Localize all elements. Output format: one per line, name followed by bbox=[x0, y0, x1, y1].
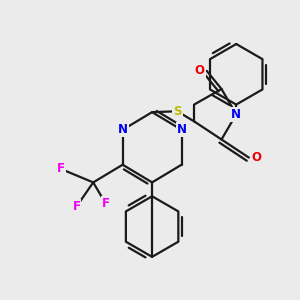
Text: N: N bbox=[118, 123, 128, 136]
Text: O: O bbox=[195, 64, 205, 77]
Text: N: N bbox=[176, 123, 187, 136]
Text: F: F bbox=[57, 162, 65, 176]
Text: F: F bbox=[72, 200, 80, 213]
Text: O: O bbox=[251, 151, 261, 164]
Text: S: S bbox=[173, 105, 182, 118]
Text: N: N bbox=[231, 108, 241, 121]
Text: F: F bbox=[102, 197, 110, 210]
